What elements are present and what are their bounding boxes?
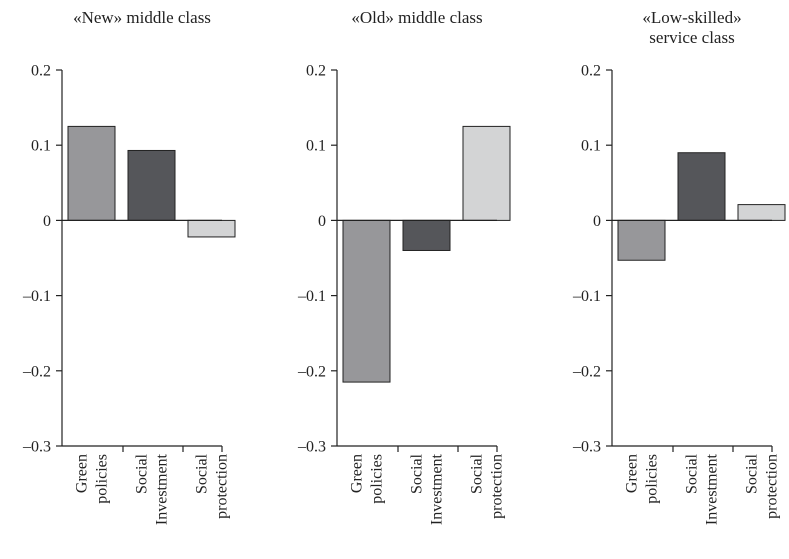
chart-panel-3: «Low-skilled»service class 0.2 0.1 0 –0.1 –0.… (572, 8, 786, 525)
y-tick-label: –0.2 (22, 363, 51, 380)
bar-social-investment (127, 149, 176, 221)
bar-green-policies (342, 219, 391, 383)
y-tick-label: 0.1 (306, 138, 326, 155)
bar-social-investment (677, 152, 726, 221)
y-tick-label: 0.2 (306, 63, 326, 80)
panel-title: «Old» middle class (351, 8, 482, 27)
panel-title: «New» middle class (73, 8, 211, 27)
y-tick-label: 0 (318, 213, 326, 230)
bar-green-policies (617, 219, 666, 261)
x-tick-label-social-investment: Social Investment (134, 453, 171, 525)
panel-title-line-1: «Low-skilled» (642, 8, 741, 27)
y-tick-label: 0.2 (31, 63, 51, 80)
bar-green-policies (67, 125, 116, 221)
y-tick-label: 0.2 (581, 63, 601, 80)
chart-panel-2: «Old» middle class 0.2 0.1 0 –0.1 –0.2 –0.3 Gre… (297, 8, 511, 525)
panel-title-line-2: service class (649, 28, 734, 47)
bar-social-protection (187, 219, 236, 238)
y-tick-label: –0.3 (22, 439, 51, 456)
x-tick-label-social-protection: Social protection (744, 453, 781, 518)
x-tick-label-green-policies: Green policies (349, 454, 386, 504)
chart-panel-1: «New» middle class 0.2 0.1 0 –0.1 –0.2 –0.3 Gre… (22, 8, 236, 525)
x-tick-label-social-protection: Social protection (194, 453, 231, 518)
y-tick-label: –0.2 (297, 363, 326, 380)
y-tick-label: 0 (43, 213, 51, 230)
bar-social-protection (737, 204, 786, 221)
bar-social-investment (402, 219, 451, 251)
y-tick-label: 0 (593, 213, 601, 230)
bar-social-protection (462, 125, 511, 221)
x-tick-label-green-policies: Green policies (624, 454, 661, 504)
x-tick-label-social-investment: Social Investment (409, 453, 446, 525)
y-tick-label: 0.1 (31, 138, 51, 155)
y-tick-label: –0.1 (297, 288, 326, 305)
y-tick-label: –0.2 (572, 363, 601, 380)
y-tick-label: –0.3 (297, 439, 326, 456)
y-tick-label: –0.1 (22, 288, 51, 305)
y-tick-label: –0.1 (572, 288, 601, 305)
x-tick-label-green-policies: Green policies (74, 454, 111, 504)
x-tick-label-social-protection: Social protection (469, 453, 506, 518)
y-tick-label: 0.1 (581, 138, 601, 155)
x-tick-label-social-investment: Social Investment (684, 453, 721, 525)
y-tick-label: –0.3 (572, 439, 601, 456)
